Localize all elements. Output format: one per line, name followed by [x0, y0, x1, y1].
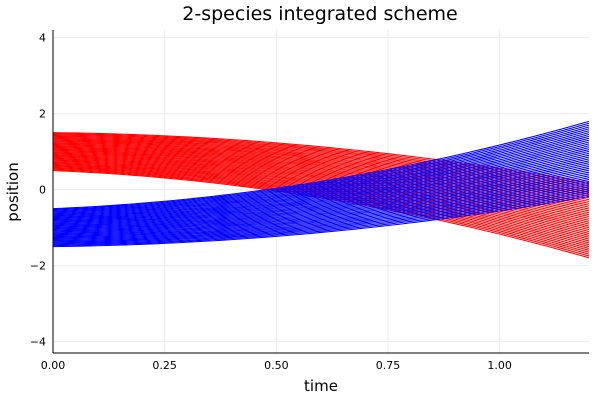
trajectory-line [53, 190, 589, 245]
y-tick-label: 4 [39, 32, 46, 45]
trajectory-line [53, 184, 589, 242]
trajectory-line [53, 135, 589, 217]
trajectory-line [53, 124, 589, 212]
trajectory-line [53, 182, 589, 241]
trajectory-line [53, 141, 589, 220]
trajectory-line [53, 180, 589, 240]
trajectory-line [53, 137, 589, 218]
y-tick-label: 0 [39, 184, 46, 197]
series-1 [53, 120, 589, 248]
trajectory-line [53, 122, 589, 211]
trajectory-line [53, 162, 589, 231]
trajectory-line [53, 188, 589, 244]
y-axis-label: position [4, 162, 22, 221]
x-tick-label: 1.00 [487, 359, 512, 372]
x-tick-label: 0.50 [264, 359, 289, 372]
trajectory-line [53, 179, 589, 239]
series-layer [53, 120, 589, 259]
trajectory-line [53, 145, 589, 222]
trajectory-line [53, 192, 589, 246]
trajectory-line [53, 165, 589, 232]
trajectory-line [53, 173, 589, 236]
trajectory-line [53, 175, 589, 237]
trajectory-line [53, 158, 589, 229]
axes [52, 30, 589, 354]
x-tick-label: 0.00 [41, 359, 66, 372]
trajectory-line [53, 120, 589, 210]
trajectory-line [53, 128, 589, 213]
y-tick-label: −2 [30, 260, 46, 273]
plot-area [53, 120, 589, 259]
trajectory-line [53, 152, 589, 226]
trajectory-line [53, 169, 589, 234]
trajectory-line [53, 150, 589, 225]
trajectory-line [53, 126, 589, 212]
trajectory-line [53, 195, 589, 248]
tick-labels: 0.00 0.25 0.50 0.75 1.00 −4 −2 0 2 4 [30, 32, 512, 372]
trajectory-line [53, 163, 589, 231]
x-tick-label: 0.25 [152, 359, 177, 372]
trajectory-line [53, 133, 589, 216]
x-axis-label: time [304, 377, 338, 395]
x-tick-label: 0.75 [376, 359, 401, 372]
trajectory-line [53, 154, 589, 227]
trajectory-line [53, 143, 589, 221]
trajectory-line [53, 149, 589, 224]
trajectory-line [53, 156, 589, 228]
trajectory-line [53, 186, 589, 243]
chart-title: 2-species integrated scheme [182, 3, 457, 25]
y-tick-label: −4 [30, 336, 46, 349]
trajectory-line [53, 171, 589, 235]
trajectory-line [53, 147, 589, 223]
trajectory-line [53, 139, 589, 219]
trajectory-line [53, 177, 589, 238]
trajectory-line [53, 160, 589, 230]
trajectory-line [53, 194, 589, 247]
trajectory-line [53, 130, 589, 214]
trajectory-line [53, 132, 589, 215]
trajectory-line [53, 167, 589, 233]
y-tick-label: 2 [39, 108, 46, 121]
